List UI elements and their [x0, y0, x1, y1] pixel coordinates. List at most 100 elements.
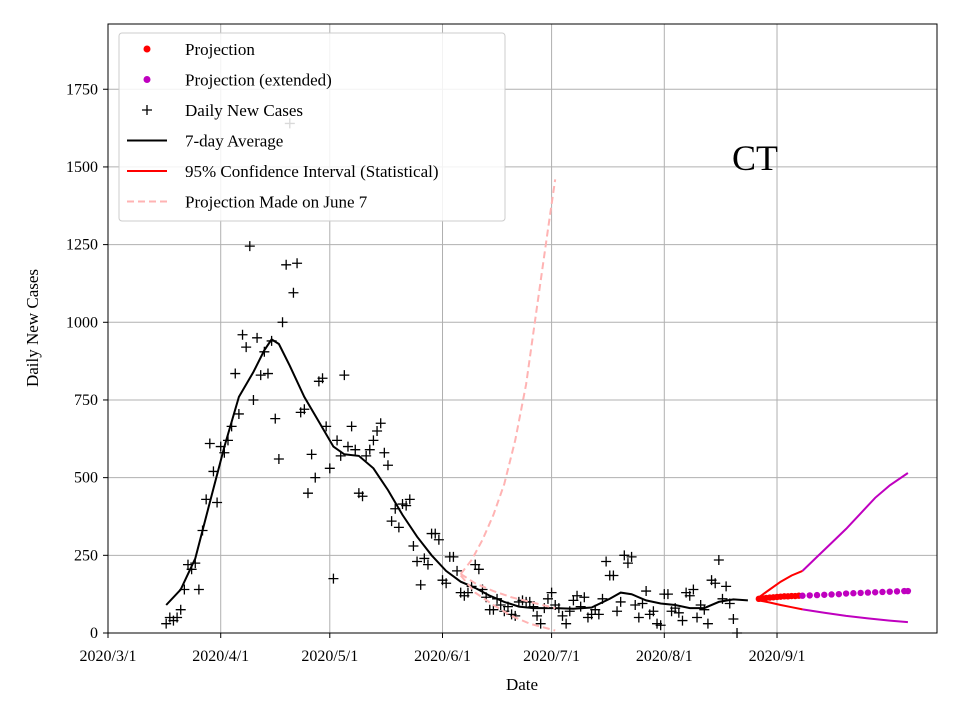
daily-case-marker	[637, 598, 648, 609]
projection-point	[864, 589, 872, 596]
daily-case-marker	[386, 516, 397, 527]
series-daily-new-cases	[161, 118, 743, 638]
series-projection-extended	[799, 587, 912, 599]
projection-point	[799, 592, 806, 599]
daily-case-marker	[255, 370, 266, 381]
y-axis-label: Daily New Cases	[23, 269, 42, 387]
legend-dot-marker	[143, 45, 151, 53]
x-axis: 2020/3/1 2020/4/1 2020/5/1 2020/6/1 2020/7/1…	[80, 633, 805, 665]
daily-case-marker	[273, 454, 284, 464]
daily-case-marker	[655, 620, 666, 631]
series-projection-made-on-june-7-middle	[460, 573, 556, 610]
daily-case-marker	[237, 329, 248, 340]
daily-case-marker	[673, 607, 684, 618]
daily-case-marker	[561, 618, 572, 629]
daily-case-marker	[452, 565, 463, 576]
daily-case-marker	[622, 558, 633, 569]
daily-case-marker	[495, 600, 506, 611]
x-axis-label: Date	[506, 675, 538, 694]
daily-case-marker	[542, 593, 553, 604]
daily-case-marker	[368, 435, 379, 446]
daily-case-marker	[422, 559, 433, 570]
daily-case-marker	[364, 444, 375, 455]
x-tick-label: 2020/8/1	[636, 648, 693, 665]
projection-point	[879, 588, 886, 596]
daily-case-marker	[473, 564, 484, 575]
daily-case-marker	[233, 408, 244, 419]
series-projection-made-on-june-7-lower	[459, 574, 556, 632]
legend-item-projection-made-on-june-7: Projection Made on June 7	[127, 193, 368, 212]
y-tick-label: 1000	[66, 314, 98, 331]
daily-case-marker	[241, 342, 252, 353]
daily-case-marker	[357, 491, 368, 502]
y-tick-label: 1500	[66, 159, 98, 176]
legend-item-projection-extended: Projection (extended)	[143, 71, 332, 90]
daily-case-marker	[230, 368, 241, 379]
legend-box	[118, 32, 506, 222]
daily-case-marker	[419, 553, 430, 564]
daily-case-marker	[721, 581, 732, 592]
series-95-confidence-interval-statistical-lower	[758, 599, 803, 611]
daily-case-marker	[324, 463, 335, 474]
x-tick-label: 2020/4/1	[192, 648, 249, 665]
projection-point	[857, 589, 864, 597]
daily-case-marker	[488, 604, 499, 615]
legend-plus-marker	[142, 105, 152, 115]
legend-label: Projection	[185, 40, 255, 59]
daily-case-marker	[317, 373, 328, 384]
legend: Projection Projection (extended) Daily New…	[118, 32, 506, 222]
y-axis: 0 250 500 750 1000 1250 1500 1750	[66, 81, 108, 642]
daily-case-marker	[593, 609, 604, 620]
projection-point	[828, 591, 835, 598]
daily-case-marker	[248, 394, 259, 405]
daily-case-marker	[262, 368, 273, 379]
series-extended-interval-upper	[801, 472, 909, 572]
daily-case-marker	[601, 556, 612, 567]
series-7-day-average	[165, 338, 748, 610]
daily-case-marker	[441, 578, 452, 589]
state-annotation: CT	[732, 138, 778, 178]
legend-item-7-day-average: 7-day Average	[127, 132, 283, 151]
daily-case-marker	[204, 438, 215, 449]
daily-case-marker	[692, 612, 703, 623]
projection-point	[850, 590, 857, 597]
daily-case-marker	[332, 435, 343, 446]
series-line	[758, 599, 803, 611]
daily-case-marker	[546, 587, 557, 598]
x-tick-label: 2020/6/1	[414, 648, 471, 665]
daily-case-marker	[626, 551, 637, 562]
daily-case-marker	[662, 589, 673, 600]
y-tick-label: 1750	[66, 81, 98, 98]
projection-point	[813, 591, 821, 599]
x-tick-label: 2020/7/1	[523, 648, 580, 665]
projection-point	[835, 590, 843, 598]
daily-case-marker	[299, 404, 310, 415]
daily-case-marker	[713, 554, 724, 565]
daily-case-marker	[288, 287, 299, 298]
daily-case-marker	[415, 579, 426, 590]
daily-case-marker	[572, 590, 583, 601]
daily-case-marker	[710, 578, 721, 589]
daily-case-marker	[208, 466, 219, 477]
projection-point	[821, 591, 828, 598]
projection-point	[842, 590, 850, 597]
daily-case-marker	[201, 494, 212, 505]
daily-case-marker	[557, 610, 568, 621]
daily-case-marker	[339, 370, 350, 381]
daily-case-marker	[270, 413, 281, 424]
daily-case-marker	[535, 618, 546, 629]
daily-case-marker	[277, 317, 288, 328]
daily-case-marker	[393, 522, 404, 533]
daily-case-marker	[448, 551, 459, 562]
legend-label: Projection Made on June 7	[185, 193, 368, 212]
daily-case-marker	[328, 573, 339, 584]
daily-case-marker	[408, 541, 419, 551]
daily-case-marker	[175, 604, 186, 615]
daily-case-marker	[641, 586, 652, 597]
daily-case-marker	[430, 528, 441, 539]
x-tick-label: 2020/5/1	[301, 648, 358, 665]
daily-case-marker	[310, 472, 321, 483]
series-line	[758, 569, 803, 599]
daily-case-marker	[684, 590, 695, 601]
daily-case-marker	[212, 497, 223, 508]
